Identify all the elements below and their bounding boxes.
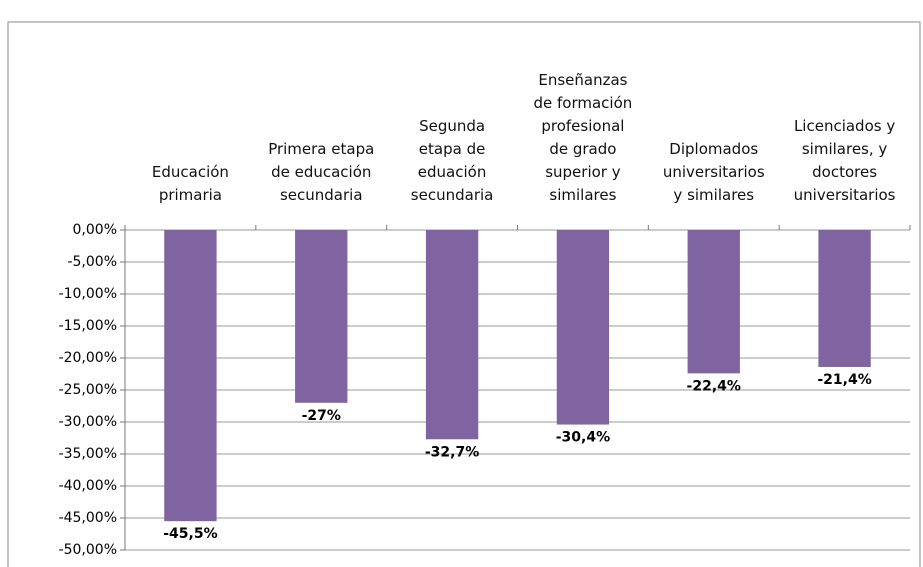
y-tick-label: -30,00% [59, 414, 117, 430]
x-tick-label: Educación primaria [151, 163, 229, 204]
y-tick-label: -40,00% [59, 478, 117, 494]
y-tick-label: -15,00% [59, 318, 117, 334]
y-tick-label: -50,00% [59, 542, 117, 558]
y-tick-label: -10,00% [59, 286, 117, 302]
x-tick-label: Primera etapa de educación secundaria [268, 140, 375, 204]
value-label: -32,7% [425, 444, 479, 460]
value-label: -45,5% [163, 526, 217, 542]
value-label: -21,4% [817, 372, 871, 388]
bar [425, 230, 479, 440]
bar [295, 230, 348, 403]
value-label: -22,4% [687, 378, 741, 394]
y-tick-label: -5,00% [67, 254, 117, 270]
bar [164, 230, 217, 522]
x-tick-label: Licenciados y similares, y doctores univ… [793, 117, 896, 204]
bar [556, 230, 610, 425]
chart-frame [7, 21, 921, 567]
y-tick-label: -45,00% [59, 510, 117, 526]
bar [687, 230, 740, 374]
value-label: -27% [302, 408, 341, 424]
y-tick-label: 0,00% [73, 222, 117, 238]
value-label: -30,4% [556, 430, 610, 446]
x-tick-label: Enseñanzas de formación profesional de g… [533, 71, 633, 204]
y-tick-label: -35,00% [59, 446, 117, 462]
y-tick-label: -25,00% [59, 382, 117, 398]
y-tick-label: -20,00% [59, 350, 117, 366]
x-tick-label: Diplomados universitarios y similares [662, 140, 765, 204]
bar [818, 230, 871, 367]
x-tick-label: Segunda etapa de eduación secundaria [410, 117, 494, 204]
